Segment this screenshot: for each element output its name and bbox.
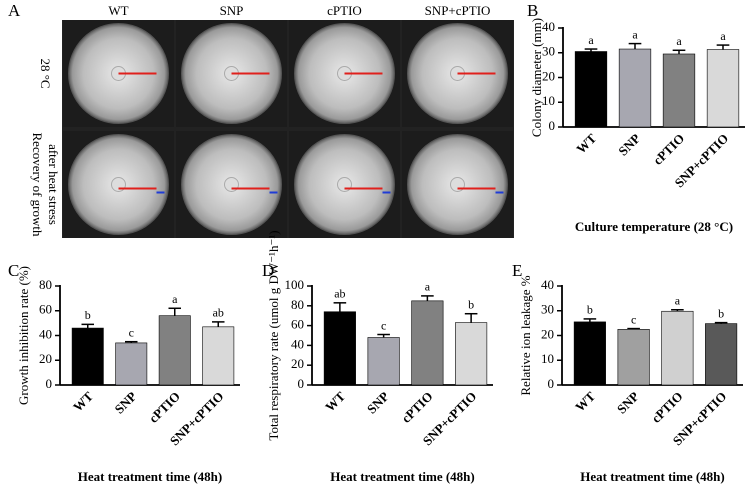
significance-letter: a xyxy=(632,27,638,41)
column-label: SNP+cPTIO xyxy=(425,3,491,18)
bar xyxy=(662,53,696,128)
significance-letter: a xyxy=(675,294,681,308)
y-tick-label: 80 xyxy=(291,297,304,312)
y-tick-label: 10 xyxy=(541,351,554,366)
bar xyxy=(367,337,400,386)
panel-letter: B xyxy=(527,1,538,20)
x-tick-label: SNP xyxy=(615,131,643,159)
bar xyxy=(411,300,444,386)
y-tick-label: 40 xyxy=(542,19,555,34)
significance-letter: a xyxy=(425,280,431,294)
significance-letter: c xyxy=(129,325,134,339)
x-tick-label: WT xyxy=(573,130,599,156)
y-tick-label: 20 xyxy=(542,68,555,83)
significance-letter: c xyxy=(631,312,636,326)
y-tick-label: 30 xyxy=(542,44,555,59)
y-tick-label: 20 xyxy=(291,356,304,371)
y-tick-label: 20 xyxy=(39,351,52,366)
significance-letter: a xyxy=(588,33,594,47)
photo-panel: A WT SNP cPTIO SNP+cPTIO 28 °C Recovery of gr… xyxy=(8,1,514,238)
y-tick-label: 0 xyxy=(298,376,305,391)
y-tick-label: 10 xyxy=(542,93,555,108)
x-tick-label: cPTIO xyxy=(650,131,687,168)
y-axis-label: Growth inhibition rate (%) xyxy=(16,266,31,405)
significance-letter: c xyxy=(381,318,386,332)
significance-letter: ab xyxy=(334,287,345,301)
significance-letter: a xyxy=(172,292,178,306)
significance-letter: a xyxy=(676,34,682,48)
bar xyxy=(574,51,608,128)
panel-letter: E xyxy=(512,261,522,280)
y-tick-label: 0 xyxy=(549,118,556,133)
column-label: WT xyxy=(108,3,128,18)
bar xyxy=(706,49,740,128)
y-tick-label: 40 xyxy=(39,326,52,341)
significance-letter: a xyxy=(720,29,726,43)
x-axis-label: Heat treatment time (48h) xyxy=(330,469,475,484)
y-axis-label: Total respiratory rate (umol g DW⁻¹h⁻¹) xyxy=(266,230,281,440)
row-label: Recovery of growth xyxy=(30,133,45,237)
significance-letter: b xyxy=(587,303,593,317)
y-tick-label: 40 xyxy=(291,336,304,351)
x-tick-label: cPTIO xyxy=(398,389,435,426)
bar xyxy=(661,310,694,386)
x-tick-label: SNP xyxy=(614,389,642,417)
panel-letter: D xyxy=(262,261,274,280)
x-tick-label: WT xyxy=(70,388,96,414)
y-tick-label: 0 xyxy=(46,376,53,391)
significance-letter: b xyxy=(718,306,724,320)
bar xyxy=(705,323,738,386)
significance-letter: b xyxy=(85,308,91,322)
y-tick-label: 0 xyxy=(548,376,555,391)
x-tick-label: SNP xyxy=(364,389,392,417)
y-tick-label: 60 xyxy=(291,317,304,332)
x-tick-label: SNP xyxy=(112,389,140,417)
bar xyxy=(573,321,606,386)
column-label: SNP xyxy=(220,3,244,18)
bar xyxy=(158,315,191,386)
bar xyxy=(455,322,488,386)
panel-letter: A xyxy=(8,1,21,20)
x-tick-label: WT xyxy=(322,388,348,414)
row-label: 28 °C xyxy=(38,58,53,88)
y-tick-label: 100 xyxy=(285,277,305,292)
x-axis-label: Heat treatment time (48h) xyxy=(78,469,223,484)
bar xyxy=(617,329,650,386)
significance-letter: ab xyxy=(213,306,224,320)
bar xyxy=(323,311,356,386)
bar xyxy=(115,342,148,386)
y-axis-label: Colony diameter (mm) xyxy=(529,18,544,137)
bar xyxy=(71,327,104,386)
x-tick-label: cPTIO xyxy=(146,389,183,426)
x-axis-label: Heat treatment time (48h) xyxy=(580,469,725,484)
x-tick-label: cPTIO xyxy=(648,389,685,426)
y-tick-label: 80 xyxy=(39,277,52,292)
panel-letter: C xyxy=(8,261,19,280)
y-tick-label: 40 xyxy=(541,277,554,292)
y-tick-label: 20 xyxy=(541,326,554,341)
bar xyxy=(202,326,235,386)
y-axis-label: Relative ion leakage % xyxy=(518,275,533,395)
y-tick-label: 30 xyxy=(541,302,554,317)
x-tick-label: WT xyxy=(572,388,598,414)
bar xyxy=(618,48,652,128)
row-label: after heat stress xyxy=(46,144,61,225)
column-label: cPTIO xyxy=(327,3,362,18)
x-axis-label: Culture temperature (28 °C) xyxy=(575,219,733,234)
significance-letter: b xyxy=(468,297,474,311)
y-tick-label: 60 xyxy=(39,302,52,317)
